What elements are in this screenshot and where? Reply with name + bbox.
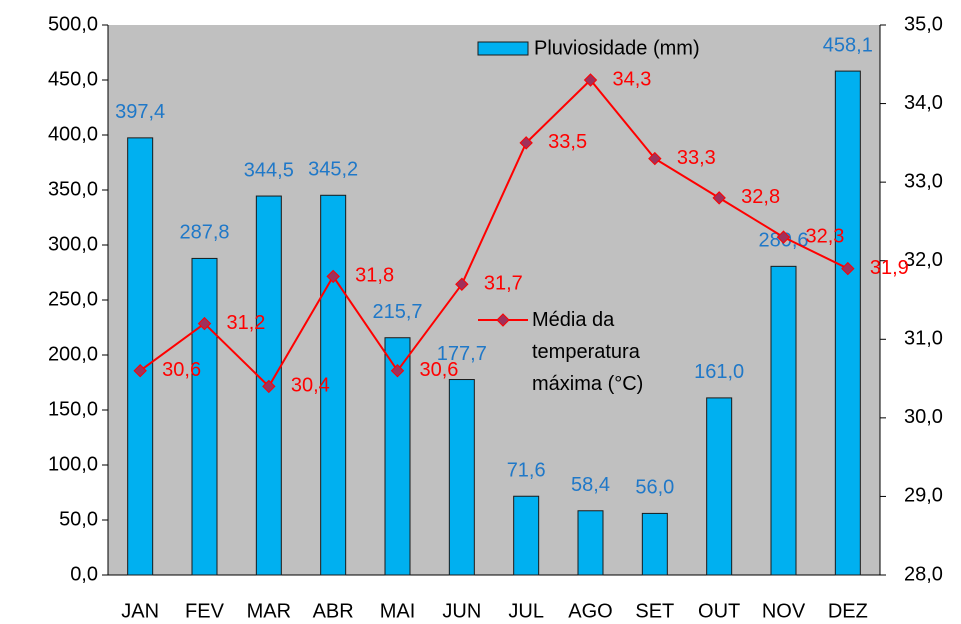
data-label: 397,4 [115,101,165,123]
bar [641,512,668,576]
marker [455,277,469,291]
x-tick-label: ABR [313,600,354,622]
y2-tick-label: 34,0 [904,92,943,114]
data-label: 30,6 [420,359,459,381]
marker [262,379,276,394]
y2-tick-label: 29,0 [904,485,943,507]
bar [191,257,218,576]
y-tick-label: 50,0 [59,508,98,530]
y-tick-label: 200,0 [48,343,98,365]
data-label: 177,7 [437,343,487,365]
y2-tick-label: 28,0 [904,563,943,585]
data-label: 30,6 [162,359,201,381]
marker [648,151,662,166]
y2-tick-label: 33,0 [904,170,943,192]
data-label: 56,0 [635,477,674,499]
x-tick-label: DEZ [828,600,868,622]
data-label: 161,0 [694,361,744,383]
data-label: 32,8 [741,186,780,208]
y-tick-label: 300,0 [48,233,98,255]
x-tick-label: JAN [121,600,159,622]
line [139,78,849,389]
data-label: 31,2 [227,312,266,334]
legend-swatch [477,41,529,56]
bar [834,70,861,576]
y2-tick-label: 32,0 [904,249,943,271]
legend-label: Média da temperatura máxima (°C) [532,309,644,395]
bar [513,495,540,576]
data-label: 34,3 [613,68,652,90]
bar [448,379,475,576]
y2-tick-label: 31,0 [904,328,943,350]
marker [133,364,147,378]
x-tick-label: MAR [247,600,291,622]
x-tick-label: NOV [762,600,806,622]
marker [197,316,212,331]
y-tick-label: 450,0 [48,68,98,90]
data-label: 58,4 [571,474,610,496]
data-label: 287,8 [179,222,229,244]
marker [583,73,598,87]
data-label: 344,5 [244,159,294,181]
marker [326,269,340,284]
marker [776,230,791,244]
y-tick-label: 350,0 [48,178,98,200]
marker [390,364,405,378]
y-tick-label: 500,0 [48,13,98,35]
data-label: 31,8 [355,265,394,287]
data-label: 33,3 [677,147,716,169]
legend-box: Média da temperatura máxima (°C) [532,309,644,395]
y2-tick-label: 30,0 [904,406,943,428]
marker [519,136,533,150]
y-tick-label: 100,0 [48,453,98,475]
x-tick-label: JUN [442,600,481,622]
data-label: 30,4 [291,375,330,397]
data-label: 33,5 [548,131,587,153]
data-label: 215,7 [372,301,422,323]
x-tick-label: OUT [698,600,740,622]
bar [577,510,604,576]
data-label: 31,7 [484,273,523,295]
bar [320,194,347,576]
data-label: 32,3 [806,225,845,247]
y-tick-label: 400,0 [48,123,98,145]
marker [712,191,726,205]
data-label: 345,2 [308,159,358,181]
legend-marker [496,313,510,327]
y-tick-label: 0,0 [70,563,98,585]
y-tick-label: 250,0 [48,288,98,310]
legend-label: Pluviosidade (mm) [534,37,700,59]
y2-tick-label: 35,0 [904,13,943,35]
data-label: 458,1 [823,34,873,56]
x-tick-label: FEV [185,600,225,622]
bar [770,265,797,576]
plot-area [108,25,880,575]
data-label: 31,9 [870,257,909,279]
x-tick-label: SET [635,600,674,622]
x-tick-label: MAI [380,600,416,622]
data-label: 71,6 [507,460,546,482]
x-tick-label: AGO [568,600,612,622]
x-tick-label: JUL [508,600,544,622]
bar [706,397,733,576]
marker [841,261,855,276]
y-tick-label: 150,0 [48,398,98,420]
bar [127,137,154,576]
